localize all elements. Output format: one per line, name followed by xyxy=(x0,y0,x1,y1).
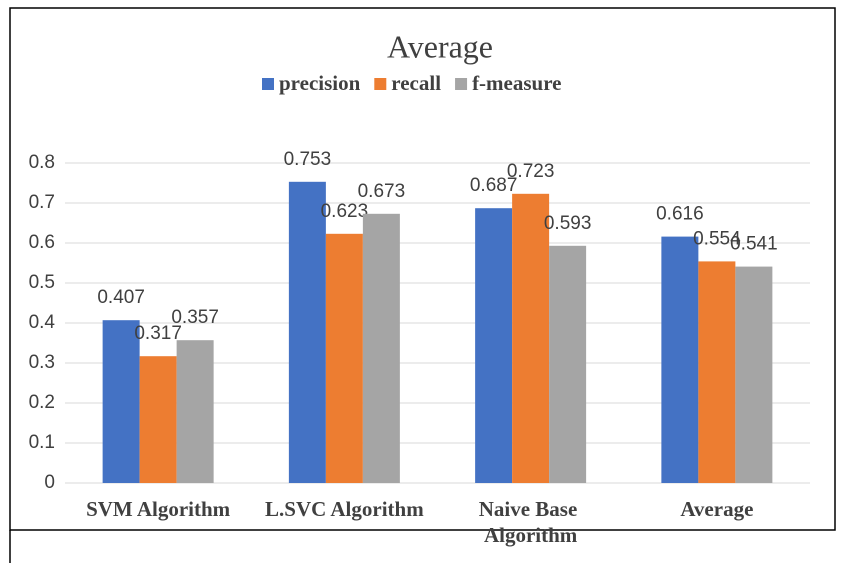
y-tick-label: 0.1 xyxy=(29,432,55,453)
data-label: 0.616 xyxy=(656,204,704,225)
bar xyxy=(325,233,363,483)
bar xyxy=(661,236,699,483)
x-tick-label: L.SVC Algorithm xyxy=(265,497,424,521)
bar xyxy=(549,245,587,483)
bar xyxy=(288,181,326,484)
chart-title: Average xyxy=(387,28,493,64)
bar xyxy=(735,266,773,483)
data-label: 0.407 xyxy=(97,287,145,308)
legend-label: f-measure xyxy=(472,71,561,95)
data-label: 0.554 xyxy=(693,228,741,249)
bar xyxy=(362,213,400,484)
y-tick-label: 0.5 xyxy=(29,272,55,293)
y-tick-label: 0.8 xyxy=(29,152,55,173)
x-tick-label: SVM Algorithm xyxy=(86,497,231,521)
bar xyxy=(176,340,214,483)
bar xyxy=(698,261,736,483)
data-label: 0.687 xyxy=(470,175,518,196)
data-label: 0.593 xyxy=(544,213,592,234)
bar xyxy=(102,320,140,483)
legend-swatch xyxy=(374,78,387,90)
y-tick-label: 0 xyxy=(44,472,55,493)
y-tick-label: 0.7 xyxy=(29,192,55,213)
x-tick-label: Average xyxy=(680,497,753,521)
bar xyxy=(512,193,550,484)
data-label: 0.753 xyxy=(284,149,332,170)
data-label: 0.541 xyxy=(730,234,778,255)
data-label: 0.723 xyxy=(507,161,555,182)
legend-label: recall xyxy=(391,71,441,95)
legend-swatch xyxy=(262,78,274,90)
bar xyxy=(139,356,177,483)
y-tick-label: 0.4 xyxy=(29,312,56,333)
legend-label: precision xyxy=(279,71,361,95)
legend-swatch xyxy=(455,78,468,90)
y-tick-label: 0.6 xyxy=(29,232,55,253)
y-tick-label: 0.2 xyxy=(29,392,55,413)
data-label: 0.317 xyxy=(134,323,182,344)
data-label: 0.673 xyxy=(358,181,406,202)
y-tick-label: 0.3 xyxy=(29,352,55,373)
data-label: 0.623 xyxy=(321,201,369,222)
bar xyxy=(475,208,513,483)
data-label: 0.357 xyxy=(171,307,219,328)
x-tick-label: Naive Base Algorithm xyxy=(479,497,583,547)
